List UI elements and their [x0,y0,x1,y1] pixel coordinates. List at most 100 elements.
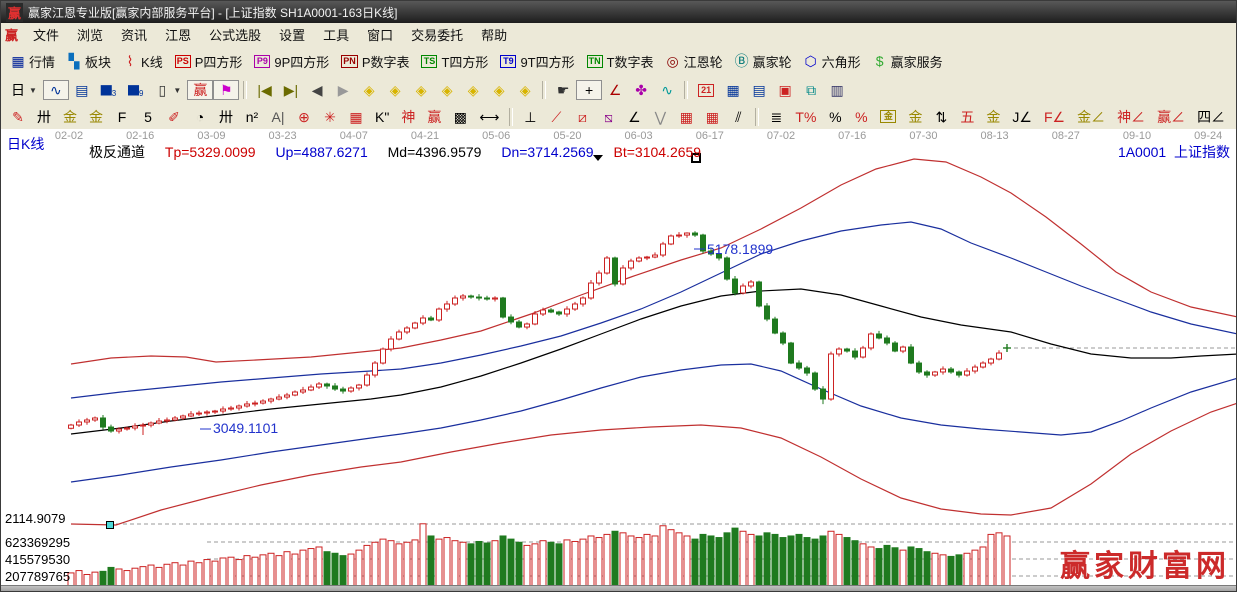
hexagon-button[interactable]: ⬡ 六角形 [798,49,867,74]
gold-grid-2-button[interactable]: 金 [83,107,109,127]
five-wave-button[interactable]: 五 [954,107,980,127]
bars-9-button[interactable]: ▅9 [122,77,149,104]
star-burst-button[interactable]: ✳ [317,107,343,127]
go-first-button[interactable]: |◀ [251,80,277,100]
diamond-left-button[interactable]: ◈ [356,80,382,100]
gann-symbol-button[interactable]: ✤ [628,80,654,100]
zigzag-channel-button[interactable]: ∿ [42,80,69,100]
wave-tool-button[interactable]: ∿ [654,80,680,100]
drag-hand-button[interactable]: ☛ [550,80,576,100]
fan-box-2-button[interactable]: ⧅ [595,107,621,127]
winner-red-flag-button[interactable]: 赢 [187,80,214,100]
dense-grid-button[interactable]: ▩ [447,107,473,127]
fan-box-button[interactable]: ⧄ [569,107,595,127]
screenshot-button[interactable]: ⧉ [798,80,824,100]
fan-red-button[interactable]: ⟋ [543,107,569,127]
diamond-right-button[interactable]: ◈ [382,80,408,100]
t-number-table-button[interactable]: TN T数字表 [581,49,660,74]
pen-2-button[interactable]: ✐ [161,107,187,127]
clock-circle-button[interactable]: ◔ [187,107,213,127]
kline-button[interactable]: ⌇ K线 [117,49,169,74]
draw-pen-button[interactable]: ✎ [5,107,31,127]
grid-red-2-button[interactable]: ▦ [699,107,725,127]
shen-grid-button[interactable]: 神 [395,107,421,127]
wave-v-button[interactable]: ⋁ [647,107,673,127]
k-quote-button[interactable]: K" [369,107,395,127]
color-flag-button[interactable]: ⚑ [213,80,240,100]
box-tool-button[interactable]: ⊥ [517,107,543,127]
grid-fence-button[interactable]: 卅 [31,107,57,127]
p-square-button[interactable]: PS P四方形 [169,49,249,74]
menu-browse[interactable]: 浏览 [77,28,104,43]
fence-2-button[interactable]: 卅 [213,107,239,127]
bars-3-button[interactable]: ▅3 [95,77,122,104]
bottom-scroll-strip[interactable] [1,585,1236,591]
stats-table-button[interactable]: ≣ [763,107,789,127]
a-line-button[interactable]: A| [265,107,291,127]
calculator-button[interactable]: ▦ [720,80,746,100]
t-square-button[interactable]: TS T四方形 [415,49,494,74]
diamond-star-button[interactable]: ◈ [434,80,460,100]
step-forward-button[interactable]: ▶ [330,80,356,100]
menu-help[interactable]: 帮助 [481,28,508,43]
parallel-lines-button[interactable]: ⫽ [725,107,751,127]
p-number-table-button[interactable]: PN P数字表 [335,49,415,74]
diamond-center-button[interactable]: ◈ [512,80,538,100]
diamond-burst-button[interactable]: ◈ [460,80,486,100]
report-button[interactable]: ▤ [746,80,772,100]
spiral-5-button[interactable]: 5 [135,107,161,127]
j-angle-button[interactable]: J∠ [1006,107,1038,127]
diamond-compress-button[interactable]: ◈ [486,80,512,100]
grid-red-1-button[interactable]: ▦ [673,107,699,127]
9t-square-button[interactable]: T9 9T四方形 [494,49,580,74]
chart-canvas[interactable]: 02-02 02-16 03-09 03-23 04-07 04-21 05-06 05-20… [1,129,1237,592]
f-grid-button[interactable]: F [109,107,135,127]
support-press-button[interactable]: ⇅ [928,107,954,127]
percent-button[interactable]: % [822,107,848,127]
angle-fan-button[interactable]: ∠ [621,107,647,127]
menu-trade[interactable]: 交易委托 [411,28,464,43]
gold-underline-button[interactable]: 金 [980,107,1006,127]
shen-angle-button[interactable]: 神∠ [1111,107,1151,127]
quotes-button[interactable]: ▦ 行情 [5,49,61,74]
gold-grid-1-button[interactable]: 金 [57,107,83,127]
9p-square-button[interactable]: P9 9P四方形 [248,49,335,74]
gold-lines-button[interactable]: 金 [902,107,928,127]
percent-line-button[interactable]: % [848,107,874,127]
menu-gann[interactable]: 江恩 [165,28,192,43]
print-button[interactable]: ▥ [824,80,850,100]
step-back-button[interactable]: ◀ [304,80,330,100]
info-note-button[interactable]: ▤ [69,80,95,100]
win-angle-button[interactable]: 赢∠ [1151,107,1191,127]
crosshair-button[interactable]: + [576,80,603,100]
thin-candle-button[interactable]: ▯ ▼ [149,80,187,100]
winner-wheel-button[interactable]: Ⓑ 赢家轮 [729,49,798,74]
square-marker[interactable] [691,153,701,163]
triangle-marker[interactable] [593,155,603,161]
circle-cross-button[interactable]: ⊕ [291,107,317,127]
menu-file[interactable]: 文件 [33,28,60,43]
grid-box-button[interactable]: ▦ [343,107,369,127]
h-measure-button[interactable]: ⟷ [473,107,505,127]
n-square-button[interactable]: n² [239,107,265,127]
diamond-expand-button[interactable]: ◈ [408,80,434,100]
menu-window[interactable]: 窗口 [367,28,394,43]
menu-formula-picker[interactable]: 公式选股 [209,28,262,43]
gold-circle-button[interactable]: 金 [874,107,902,126]
menu-tools[interactable]: 工具 [323,28,350,43]
f-angle-button[interactable]: F∠ [1038,107,1071,127]
menu-settings[interactable]: 设置 [279,28,306,43]
win-grid-button[interactable]: 赢 [421,107,447,127]
save-button[interactable]: ▣ [772,80,798,100]
winner-service-button[interactable]: $ 赢家服务 [867,49,949,74]
handle-marker[interactable] [106,521,114,529]
go-last-button[interactable]: ▶| [278,80,304,100]
angle-ruler-button[interactable]: ∠ [602,80,628,100]
gold-angle-button[interactable]: 金∠ [1071,107,1111,127]
sectors-button[interactable]: ▚ 板块 [61,49,117,74]
gann-wheel-button[interactable]: ◎ 江恩轮 [660,49,729,74]
calendar-button[interactable]: 21 [692,81,720,100]
menu-news[interactable]: 资讯 [121,28,148,43]
period-day-button[interactable]: 日 ▼ [5,80,43,100]
four-angle-button[interactable]: 四∠ [1191,107,1231,127]
